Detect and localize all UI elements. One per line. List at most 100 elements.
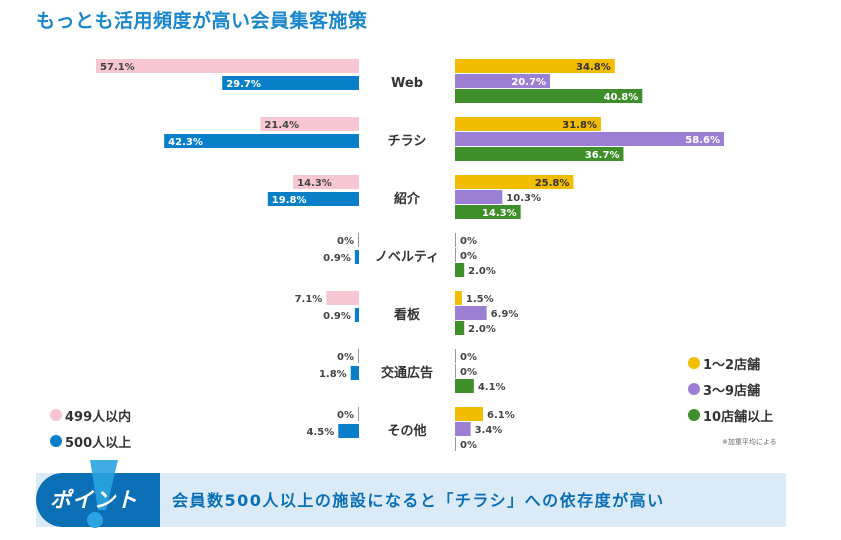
data-label-right: 0% <box>460 367 477 378</box>
pin-icon <box>87 460 118 528</box>
point-banner <box>36 473 786 527</box>
bar-left-1 <box>267 192 359 206</box>
bar-right-1 <box>455 132 724 146</box>
category-label: 交通広告 <box>381 365 433 381</box>
category-label: チラシ <box>388 134 427 149</box>
category-label: Web <box>391 76 423 91</box>
bar-right-1 <box>455 306 487 320</box>
data-label-right: 10.3% <box>506 193 541 204</box>
bar-left-1 <box>354 308 359 322</box>
bar-left-1 <box>350 366 359 380</box>
bar-right-1 <box>455 248 456 262</box>
data-label-left: 42.3% <box>168 137 203 148</box>
bar-right-1 <box>455 74 551 88</box>
legend-item-1-2: 1〜2店舗 <box>688 350 773 376</box>
data-label-right: 40.8% <box>604 92 639 103</box>
bar-left-1 <box>164 134 359 148</box>
point-label: ポイント <box>50 488 138 512</box>
data-label-right: 34.8% <box>576 62 611 73</box>
data-label-left: 21.4% <box>264 120 299 131</box>
data-label-left: 19.8% <box>272 195 307 206</box>
bar-left-0 <box>260 117 359 131</box>
butterfly-bar-chart: Web 57.1% 29.7% 34.8% 20.7% 40.8% チラシ 21.4% 42.3… <box>96 59 724 451</box>
legend-dot-green <box>688 409 700 421</box>
bar-right-0 <box>455 233 456 247</box>
data-label-left: 29.7% <box>226 79 261 90</box>
data-label-right: 4.1% <box>478 382 506 393</box>
data-label-left: 57.1% <box>100 62 135 73</box>
bar-right-0 <box>455 175 574 189</box>
bar-right-0 <box>455 407 484 421</box>
category-label: その他 <box>387 423 426 439</box>
data-label-left: 1.8% <box>319 369 347 380</box>
data-label-right: 2.0% <box>468 324 496 335</box>
data-label-right: 0% <box>460 352 477 363</box>
bar-right-1 <box>455 190 503 204</box>
bar-left-0 <box>293 175 359 189</box>
bar-right-2 <box>455 437 456 451</box>
bar-right-2 <box>455 89 643 103</box>
bar-right-1 <box>455 364 456 378</box>
bar-right-2 <box>455 321 465 335</box>
data-label-right: 1.5% <box>466 294 494 305</box>
data-label-right: 0% <box>460 251 477 262</box>
data-label-left: 0% <box>337 236 354 247</box>
legend-label-499: 499人以内 <box>65 409 132 425</box>
data-label-right: 2.0% <box>468 266 496 277</box>
bar-right-2 <box>455 205 521 219</box>
legend-item-10: 10店舗以上 <box>688 402 773 428</box>
legend-label-3-9: 3〜9店舗 <box>703 383 761 399</box>
point-text: 会員数500人以上の施設になると「チラシ」への依存度が高い <box>172 491 665 510</box>
legend-right: 1〜2店舗 3〜9店舗 10店舗以上 <box>688 350 773 428</box>
data-label-right: 0% <box>460 236 477 247</box>
bar-left-0 <box>326 291 359 305</box>
bar-right-1 <box>455 422 471 436</box>
data-label-left: 4.5% <box>307 427 335 438</box>
legend-item-499: 499人以内 <box>50 402 131 428</box>
bar-left-1 <box>354 250 359 264</box>
bar-right-0 <box>455 117 601 131</box>
legend-label-500: 500人以上 <box>65 435 132 451</box>
data-label-right: 6.1% <box>487 410 515 421</box>
bar-right-0 <box>455 59 615 73</box>
legend-item-500: 500人以上 <box>50 428 131 454</box>
legend-dot-yellow <box>688 357 700 369</box>
bar-right-2 <box>455 147 624 161</box>
legend-left: 499人以内 500人以上 <box>50 402 131 454</box>
bar-right-0 <box>455 291 462 305</box>
data-label-right: 25.8% <box>535 178 570 189</box>
bar-left-1 <box>338 424 359 438</box>
data-label-left: 14.3% <box>297 178 332 189</box>
legend-dot-pink <box>50 409 62 421</box>
legend-label-1-2: 1〜2店舗 <box>703 357 761 373</box>
data-label-right: 36.7% <box>585 150 620 161</box>
bar-right-2 <box>455 379 474 393</box>
bar-left-1 <box>222 76 359 90</box>
data-label-right: 14.3% <box>482 208 517 219</box>
category-label: 看板 <box>394 307 421 323</box>
bar-left-0 <box>358 407 359 421</box>
footnote: ※加重平均による <box>722 438 777 446</box>
data-label-left: 0% <box>337 352 354 363</box>
data-label-left: 7.1% <box>295 294 323 305</box>
bar-left-0 <box>358 349 359 363</box>
category-label: 紹介 <box>394 191 421 207</box>
category-label: ノベルティ <box>375 250 439 265</box>
legend-item-3-9: 3〜9店舗 <box>688 376 773 402</box>
data-label-right: 31.8% <box>562 120 597 131</box>
page-title: もっとも活用頻度が高い会員集客施策 <box>36 10 368 32</box>
bar-right-2 <box>455 263 465 277</box>
data-label-right: 20.7% <box>511 77 546 88</box>
bar-left-0 <box>358 233 359 247</box>
bar-right-0 <box>455 349 456 363</box>
legend-label-10: 10店舗以上 <box>703 409 774 425</box>
legend-dot-blue <box>50 435 62 447</box>
data-label-right: 0% <box>460 440 477 451</box>
data-label-left: 0.9% <box>323 311 351 322</box>
data-label-right: 6.9% <box>491 309 519 320</box>
data-label-right: 3.4% <box>475 425 503 436</box>
data-label-right: 58.6% <box>685 135 720 146</box>
data-label-left: 0% <box>337 410 354 421</box>
legend-dot-purple <box>688 383 700 395</box>
bar-left-0 <box>96 59 359 73</box>
